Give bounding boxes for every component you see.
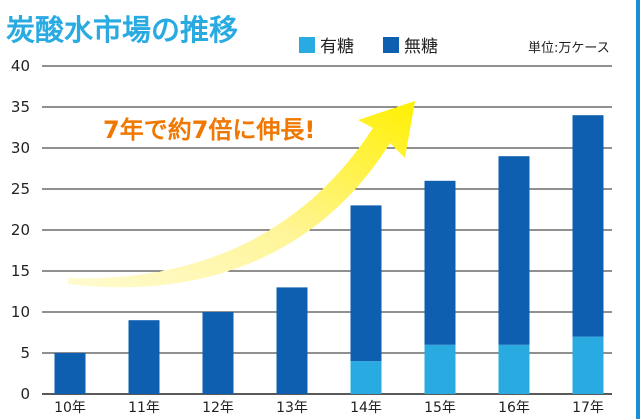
bar-sugared-5 bbox=[424, 344, 456, 394]
x-axis-ticks: 10年 11年 12年 13年 14年 15年 16年 17年 bbox=[54, 400, 604, 416]
y-tick-label-15: 15 bbox=[11, 262, 30, 280]
bar-unsweetened-7 bbox=[572, 115, 604, 337]
growth-annotation: 7年で約7倍に伸長! bbox=[103, 116, 315, 144]
y-tick-label-25: 25 bbox=[11, 180, 30, 198]
x-tick-label-1: 11年 bbox=[128, 400, 160, 416]
legend-swatch-sugared bbox=[299, 37, 315, 53]
bar-unsweetened-3 bbox=[276, 287, 308, 394]
y-tick-label-5: 5 bbox=[20, 344, 30, 362]
bar-sugared-4 bbox=[350, 361, 382, 394]
bar-unsweetened-0 bbox=[54, 353, 86, 394]
x-tick-label-2: 12年 bbox=[202, 400, 234, 416]
x-tick-label-6: 16年 bbox=[498, 400, 530, 416]
x-tick-label-7: 17年 bbox=[572, 400, 604, 416]
y-tick-label-35: 35 bbox=[11, 98, 30, 116]
bar-unsweetened-5 bbox=[424, 180, 456, 345]
y-axis-ticks: 0 5 10 15 20 25 30 35 40 bbox=[11, 57, 30, 403]
y-tick-label-20: 20 bbox=[11, 221, 30, 239]
right-edge-strip bbox=[636, 0, 640, 419]
y-tick-label-30: 30 bbox=[11, 139, 30, 157]
x-tick-label-3: 13年 bbox=[276, 400, 308, 416]
bar-unsweetened-2 bbox=[202, 312, 234, 394]
y-tick-label-40: 40 bbox=[11, 57, 30, 75]
bar-sugared-7 bbox=[572, 336, 604, 394]
y-tick-label-0: 0 bbox=[20, 385, 30, 403]
bar-unsweetened-4 bbox=[350, 205, 382, 362]
unit-label: 単位:万ケース bbox=[528, 40, 610, 56]
y-tick-label-10: 10 bbox=[11, 303, 30, 321]
legend-swatch-unsweetened bbox=[383, 37, 399, 53]
legend: 有糖 無糖 bbox=[299, 37, 438, 57]
legend-label-sugared: 有糖 bbox=[320, 37, 354, 57]
growth-arrow bbox=[68, 101, 415, 288]
bar-unsweetened-1 bbox=[128, 320, 160, 394]
bars bbox=[54, 115, 604, 394]
legend-label-unsweetened: 無糖 bbox=[404, 37, 438, 57]
bar-sugared-6 bbox=[498, 344, 530, 394]
bar-unsweetened-6 bbox=[498, 156, 530, 345]
x-tick-label-0: 10年 bbox=[54, 400, 86, 416]
chart-title: 炭酸水市場の推移 bbox=[6, 13, 238, 47]
x-tick-label-5: 15年 bbox=[424, 400, 456, 416]
x-tick-label-4: 14年 bbox=[350, 400, 382, 416]
